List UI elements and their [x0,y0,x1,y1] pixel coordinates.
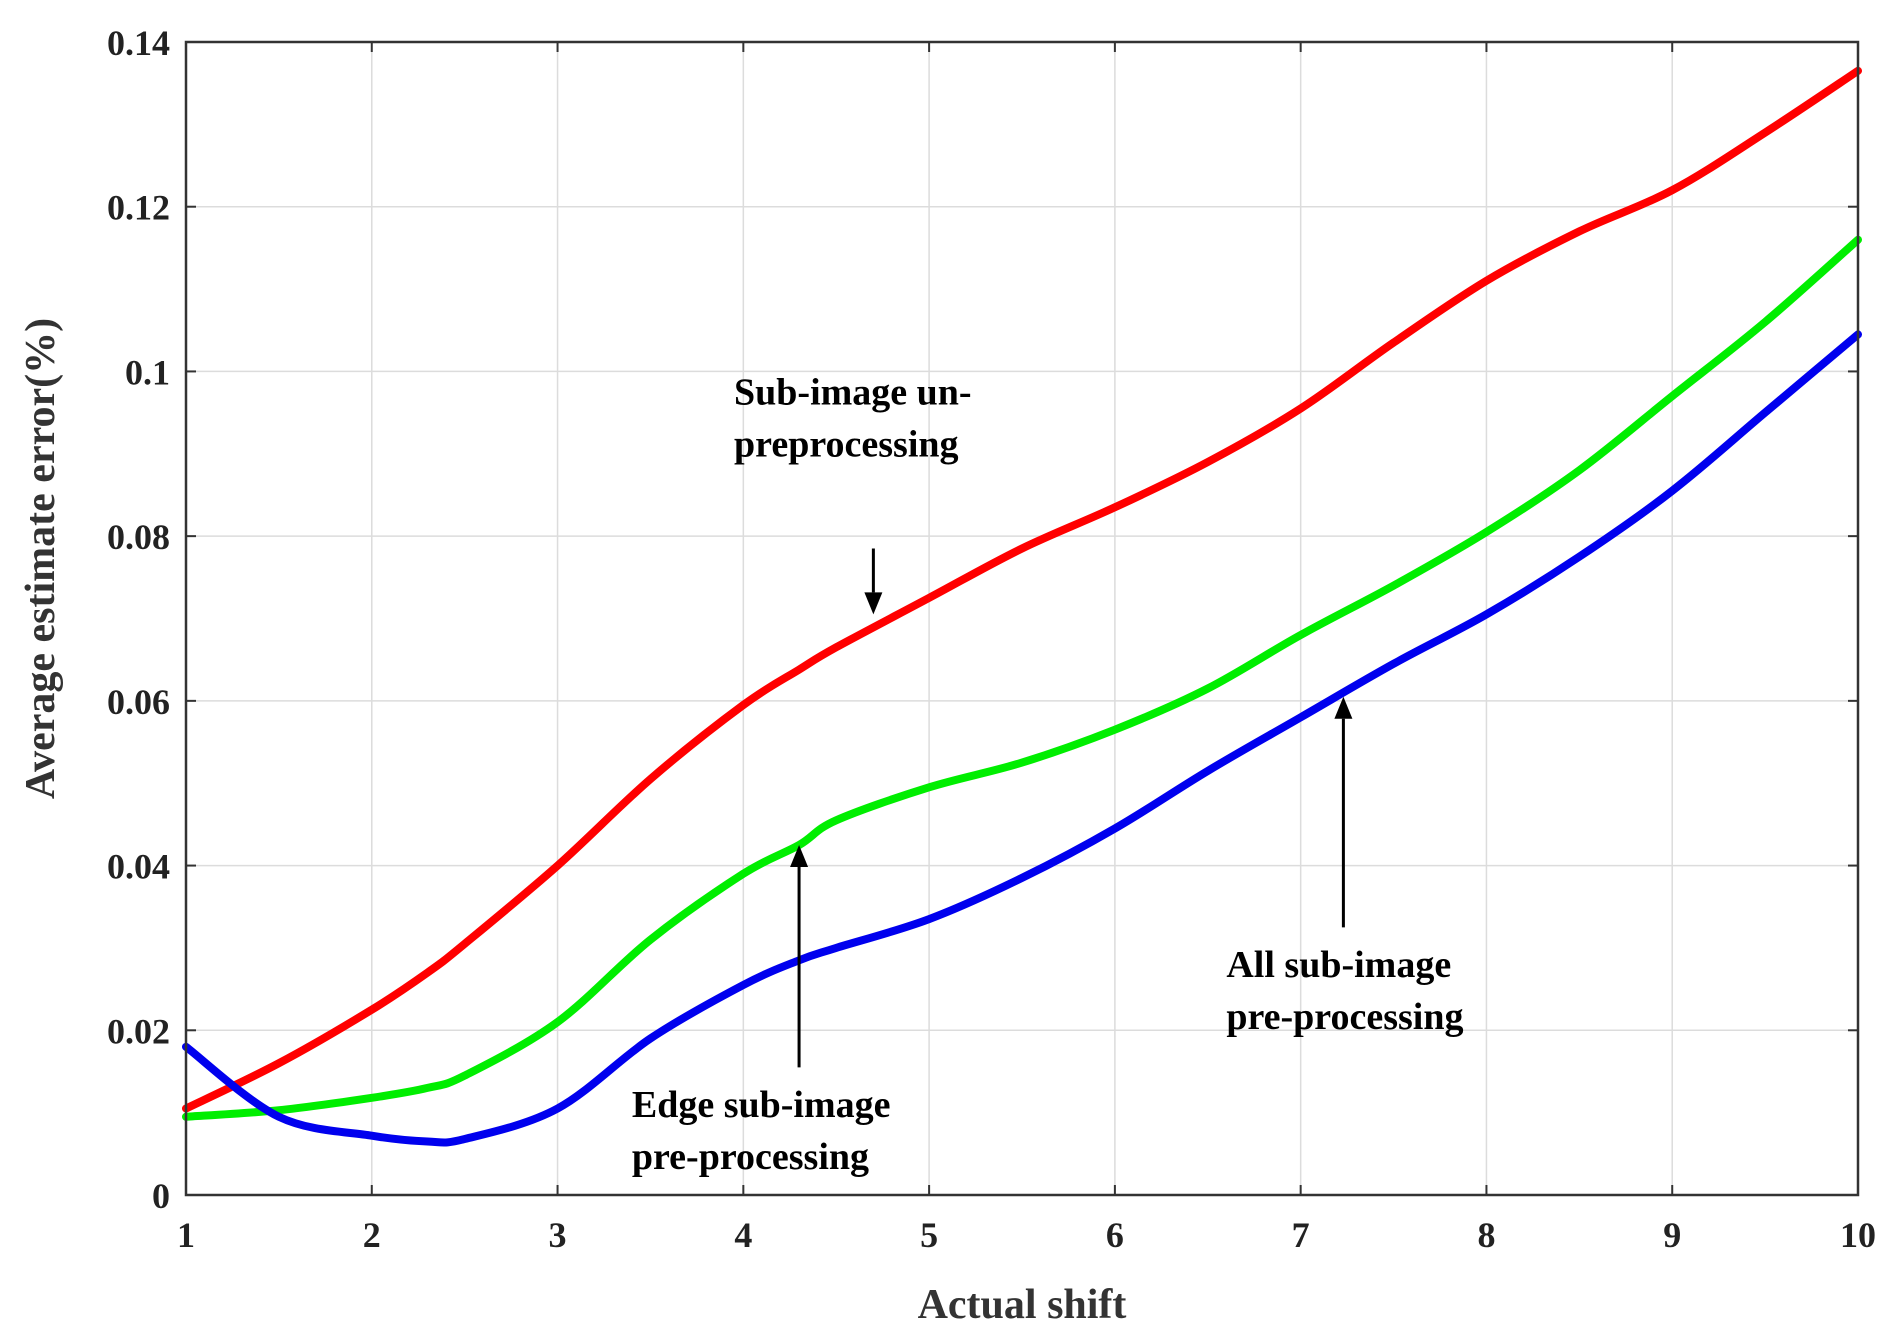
edge-sub-image-pre-processing-label-line: Edge sub-image [632,1084,891,1126]
y-tick-label: 0 [152,1176,170,1216]
all-sub-image-pre-processing-label-line: pre-processing [1226,996,1463,1038]
x-tick-label: 6 [1106,1215,1124,1255]
green-series-line [182,235,1862,1121]
x-tick-label: 1 [177,1215,195,1255]
all-sub-image-pre-processing-label: All sub-image pre-processing [1226,944,1463,1038]
edge-sub-image-pre-processing-label-line: pre-processing [632,1136,869,1178]
edge-sub-image-pre-processing-label: Edge sub-image pre-processing [632,1084,891,1178]
sub-image-un-preprocessing-label-line: Sub-image un- [734,371,972,413]
all-sub-image-pre-processing-label-line: All sub-image [1226,944,1451,986]
x-tick-label: 2 [363,1215,381,1255]
y-tick-label: 0.06 [107,682,170,722]
sub-image-un-preprocessing-label: Sub-image un-preprocessing [734,371,972,465]
all-sub-image-pre-processing-arrow-head [1334,696,1353,719]
y-tick-label: 0.1 [125,352,170,392]
red-series-line [182,66,1862,1113]
x-tick-label: 4 [734,1215,752,1255]
y-tick-label: 0.08 [107,517,170,557]
edge-sub-image-pre-processing-arrow-head [790,844,809,867]
x-tick-label: 3 [549,1215,567,1255]
x-tick-label: 5 [920,1215,938,1255]
y-tick-label: 0.02 [107,1011,170,1051]
grid [186,42,1858,1195]
y-tick-label: 0.12 [107,188,170,228]
x-tick-label: 7 [1292,1215,1310,1255]
x-tick-label: 8 [1477,1215,1495,1255]
plot-frame [184,40,1860,1197]
sub-image-un-preprocessing-label-line: preprocessing [734,423,959,465]
annotations: Sub-image un-preprocessing Edge sub-image… [632,371,1464,1177]
y-tick-label: 0.04 [107,847,170,887]
blue-series-line [182,330,1862,1147]
x-tick-label: 10 [1840,1215,1876,1255]
y-axis-title: Average estimate error(%) [18,318,64,799]
series-lines [182,66,1862,1147]
y-tick-label: 0.14 [107,23,170,63]
x-axis-title: Actual shift [918,1282,1127,1328]
sub-image-un-preprocessing-arrow-head [864,592,883,615]
x-tick-label: 9 [1663,1215,1681,1255]
axis-ticks: 1 2 3 4 5 6 7 8 9 10 0 0.02 0.04 0.06 0.08 0.1 0.12 0.14 [107,23,1876,1255]
